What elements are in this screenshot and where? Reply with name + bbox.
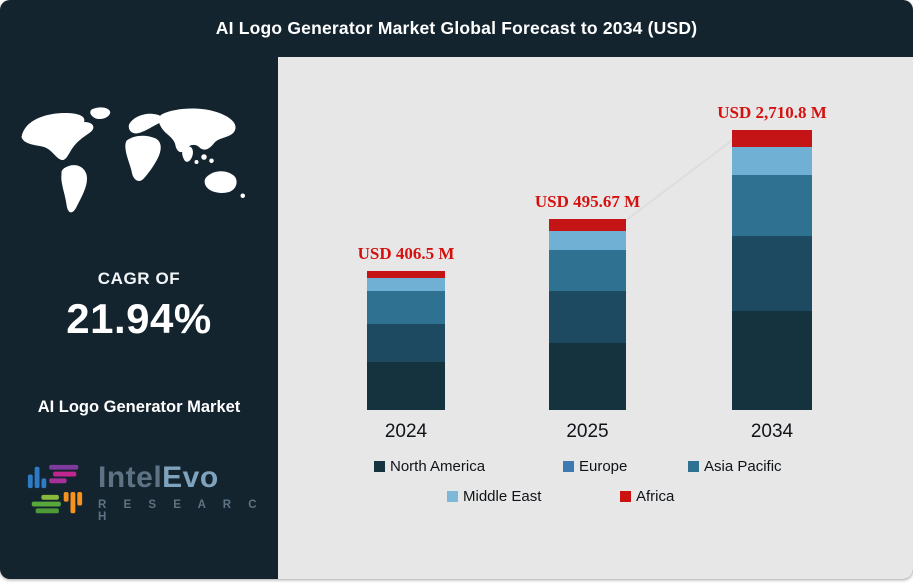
legend-swatch — [374, 461, 385, 472]
legend-item-north-america: North America — [374, 458, 485, 475]
bar-segment-middle-east — [549, 231, 626, 250]
legend-label: Africa — [636, 488, 675, 505]
legend-swatch — [688, 461, 699, 472]
legend-swatch — [620, 491, 631, 502]
cagr-value: 21.94% — [66, 295, 212, 342]
bar-segment-africa — [549, 219, 626, 231]
legend-label: Middle East — [463, 488, 542, 505]
bar-segment-north-america — [367, 362, 445, 410]
intelevo-logo-icon — [24, 459, 86, 526]
bar-segment-africa — [732, 130, 812, 147]
bar-segment-north-america — [732, 311, 812, 410]
bar-segment-middle-east — [732, 147, 812, 175]
intelevo-logo: IntelEvo R E S E A R C H — [24, 459, 278, 526]
bar-segment-asia-pacific — [549, 250, 626, 291]
bar-segment-europe — [732, 236, 812, 311]
bar-segment-africa — [367, 271, 445, 278]
bar-segment-asia-pacific — [732, 175, 812, 236]
stacked-bar-2034 — [732, 130, 812, 410]
cagr-label: CAGR OF — [97, 269, 181, 288]
header: AI Logo Generator Market Global Forecast… — [0, 0, 913, 57]
legend-item-middle-east: Middle East — [447, 488, 541, 505]
legend-swatch — [563, 461, 574, 472]
bar-value-label: USD 495.67 M — [534, 192, 641, 211]
legend-item-asia-pacific: Asia Pacific — [688, 458, 782, 475]
bar-segment-asia-pacific — [367, 291, 445, 324]
x-axis-label: 2024 — [384, 421, 428, 442]
bar-segment-north-america — [549, 343, 626, 410]
bar-segment-europe — [549, 291, 626, 343]
world-map-icon — [14, 87, 264, 237]
bar-value-label: USD 406.5 M — [357, 244, 455, 263]
stacked-bar-2025 — [549, 219, 626, 410]
bar-value-label: USD 2,710.8 M — [717, 103, 827, 122]
legend-item-europe: Europe — [563, 458, 627, 475]
x-axis-label: 2034 — [750, 421, 794, 442]
brand-name: IntelEvo — [98, 460, 219, 494]
x-axis-label: 2025 — [566, 421, 609, 442]
stacked-bar-2024 — [367, 271, 445, 410]
bar-segment-middle-east — [367, 278, 445, 291]
market-name: AI Logo Generator Market — [37, 398, 241, 416]
legend-item-africa: Africa — [620, 488, 674, 505]
chart-title: AI Logo Generator Market Global Forecast… — [215, 18, 698, 38]
brand-subtitle: R E S E A R C H — [98, 498, 264, 523]
legend-label: Europe — [579, 458, 628, 475]
intelevo-logo-text: IntelEvo R E S E A R C H — [98, 460, 278, 523]
legend-swatch — [447, 491, 458, 502]
legend-label: North America — [390, 458, 486, 475]
legend-label: Asia Pacific — [704, 458, 782, 475]
sidebar: CAGR OF 21.94% AI Logo Generator Market — [0, 57, 278, 579]
bar-segment-europe — [367, 324, 445, 362]
